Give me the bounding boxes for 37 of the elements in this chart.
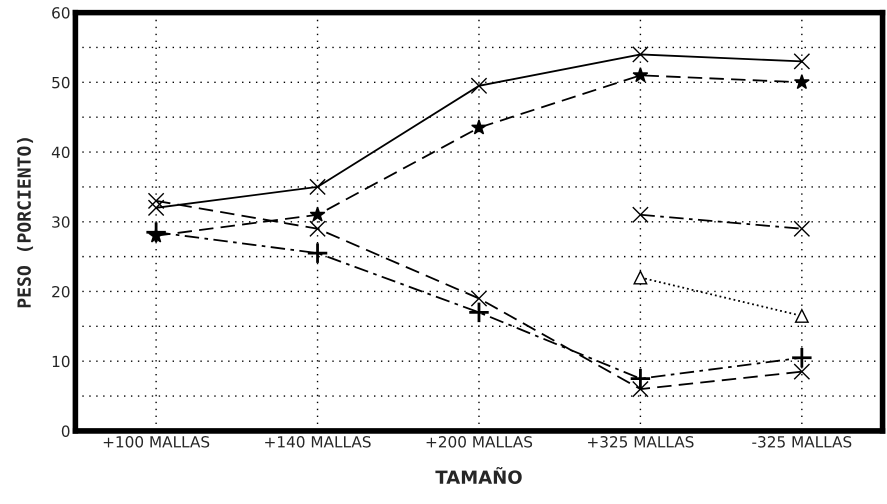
x-tick-label: -325 MALLAS: [752, 436, 852, 448]
point: [794, 220, 810, 238]
point: [309, 178, 326, 196]
point: [306, 242, 329, 264]
y-tick-label: 20: [52, 286, 70, 298]
point: [632, 206, 649, 224]
y-tick-label: 10: [52, 356, 70, 368]
point: [633, 270, 648, 284]
point: [309, 220, 326, 238]
point: [148, 192, 164, 210]
x-tick-label: +140 MALLAS: [265, 436, 371, 448]
point: [145, 221, 168, 244]
y-tick-label: 50: [52, 76, 70, 88]
point: [629, 368, 652, 390]
point: [632, 46, 649, 63]
point: [632, 67, 648, 82]
point: [794, 53, 810, 70]
point: [470, 290, 488, 307]
point: [471, 119, 487, 135]
y-tick-label: 40: [52, 146, 70, 158]
y-tick-label: 60: [52, 7, 70, 19]
point: [148, 199, 164, 216]
x-tick-label: +325 MALLAS: [588, 436, 694, 448]
y-axis-title: PESO (PORCIENTO): [16, 138, 34, 308]
x-tick-label: +100 MALLAS: [104, 436, 210, 448]
x-axis-title: TAMAÑO: [435, 467, 522, 484]
point: [632, 380, 649, 398]
y-tick-label: 30: [52, 216, 70, 228]
point: [794, 74, 810, 90]
point: [470, 77, 488, 94]
point: [794, 363, 810, 380]
point: [794, 308, 809, 323]
point: [310, 206, 326, 222]
point: [468, 301, 490, 324]
y-tick-label: 0: [62, 425, 70, 437]
point: [790, 346, 813, 369]
x-tick-label: +200 MALLAS: [426, 436, 532, 448]
